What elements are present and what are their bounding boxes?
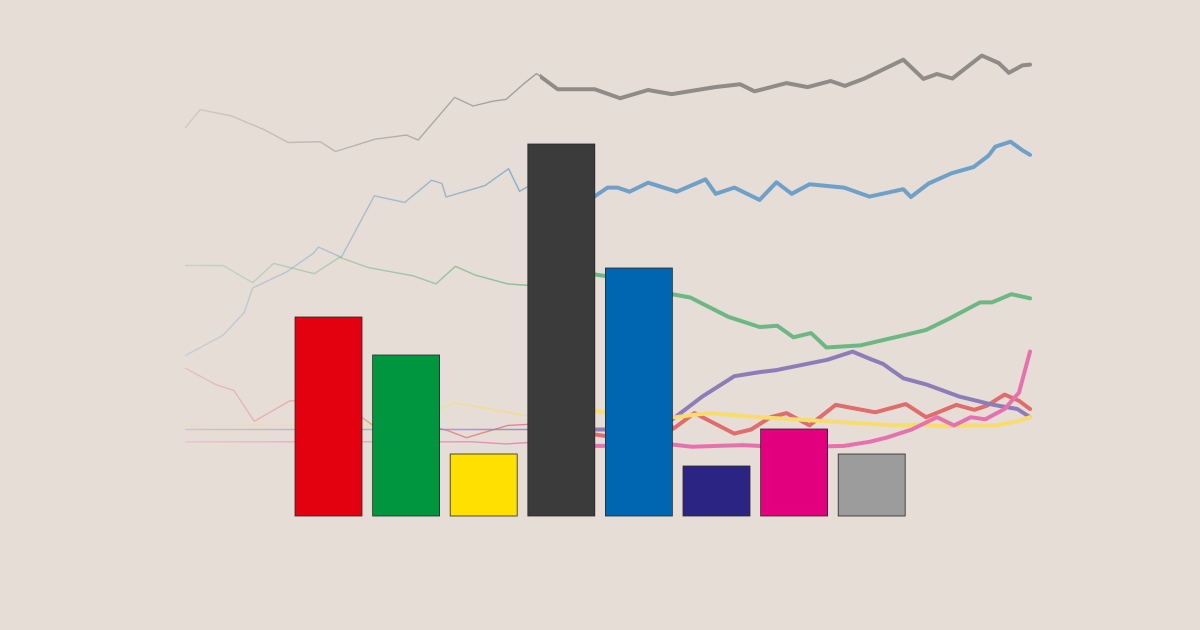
bars-layer <box>294 143 906 517</box>
bar-6 <box>682 465 751 517</box>
bar-1 <box>294 316 363 517</box>
bar-4 <box>527 143 596 517</box>
trend-line-1 <box>184 54 1031 153</box>
bar-5 <box>605 267 673 517</box>
bar-2 <box>372 354 441 517</box>
trend-line-1-emphasis <box>539 53 1032 101</box>
bar-7 <box>760 428 828 517</box>
trend-line-2-emphasis <box>539 139 1032 204</box>
bar-8 <box>837 453 906 517</box>
trend-line-6-emphasis <box>539 407 1032 429</box>
bar-3 <box>449 453 518 517</box>
trend-line-5-emphasis <box>539 349 1032 432</box>
